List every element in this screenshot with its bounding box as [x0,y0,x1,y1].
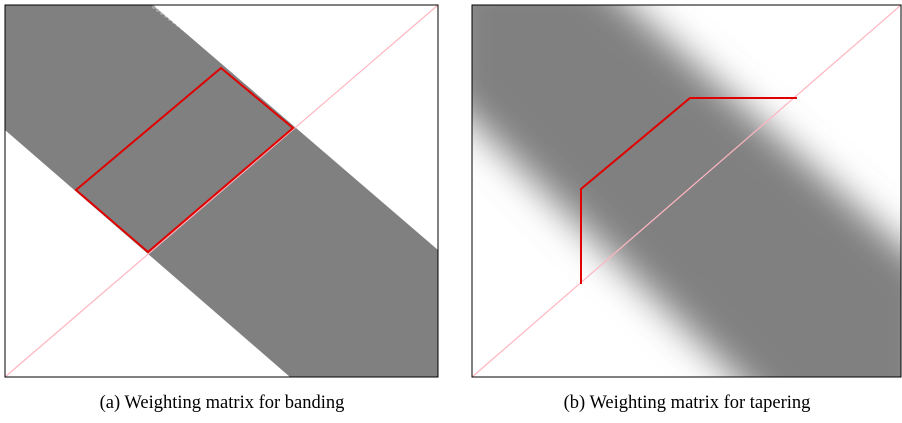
banding-diagonal [4,4,439,378]
banding-outline [74,66,295,254]
panel-banding [4,4,439,378]
panel-tapering-frame [471,4,902,378]
panel-tapering [471,4,902,378]
banding-upper-edge-steps [152,5,225,60]
caption-banding: (a) Weighting matrix for banding [99,393,345,413]
tapering-diagonal [471,4,902,378]
panel-banding-frame [4,4,439,378]
tapering-outline [580,97,797,284]
caption-tapering: (b) Weighting matrix for tapering [563,393,811,413]
